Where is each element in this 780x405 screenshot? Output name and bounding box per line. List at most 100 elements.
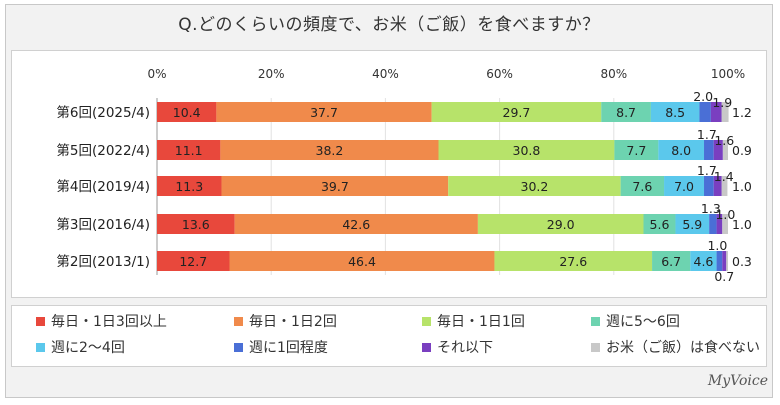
- data-label: 1.0: [715, 207, 735, 222]
- x-tick-label: 0%: [147, 67, 166, 81]
- bar-segment: [477, 214, 644, 234]
- bar-segment: [643, 214, 676, 234]
- legend-swatch: [422, 316, 431, 326]
- bar-segment: [658, 140, 705, 160]
- x-tick-label: 100%: [711, 67, 745, 81]
- x-tick-label: 80%: [600, 67, 627, 81]
- bar-segment: [448, 176, 621, 196]
- data-label: 29.7: [503, 105, 531, 120]
- data-label: 38.2: [316, 143, 344, 158]
- bar-segment: [221, 176, 449, 196]
- bar-segment: [721, 102, 729, 122]
- data-label: 4.6: [694, 254, 714, 269]
- data-label: 11.3: [175, 179, 203, 194]
- bar-segment: [664, 176, 705, 196]
- legend-item: 週に1回程度: [234, 337, 328, 357]
- data-label: 10.4: [173, 105, 201, 120]
- data-label: 7.0: [674, 179, 694, 194]
- legend-label: 毎日・1日2回: [249, 314, 337, 330]
- data-label: 2.0: [693, 89, 713, 104]
- legend-item: 毎日・1日3回以上: [36, 311, 167, 331]
- data-label: 1.0: [732, 217, 752, 232]
- bar-segment: [726, 251, 728, 271]
- data-label: 8.5: [665, 105, 685, 120]
- bar-segment: [601, 102, 651, 122]
- bar-segment: [716, 214, 723, 234]
- data-label: 7.7: [626, 143, 646, 158]
- data-label: 11.1: [175, 143, 203, 158]
- data-label: 46.4: [348, 254, 376, 269]
- legend-swatch: [36, 342, 45, 352]
- bar-segment: [157, 251, 230, 271]
- category-label: 第2回(2013/1): [56, 253, 150, 270]
- data-label: 5.9: [682, 217, 702, 232]
- bar-segment: [704, 140, 714, 160]
- bar-segment: [157, 102, 217, 122]
- bar-segment: [220, 140, 439, 160]
- data-label: 1.0: [732, 179, 752, 194]
- legend-swatch: [36, 316, 45, 326]
- data-label: 27.6: [559, 254, 587, 269]
- legend-label: お米（ご飯）は食べない: [606, 340, 760, 356]
- data-label: 1.6: [714, 133, 734, 148]
- data-label: 1.4: [714, 169, 734, 184]
- x-tick-label: 60%: [486, 67, 513, 81]
- legend-swatch: [234, 316, 243, 326]
- legend-item: 毎日・1日2回: [234, 311, 337, 331]
- bar-segment: [494, 251, 653, 271]
- bar-segment: [709, 214, 717, 234]
- legend-label: 週に5～6回: [606, 314, 680, 330]
- legend-label: 毎日・1日1回: [437, 314, 525, 330]
- chart-title: Q.どのくらいの頻度で、お米（ご飯）を食べますか？: [178, 15, 600, 35]
- legend-item: それ以下: [422, 337, 493, 357]
- bar-segment: [699, 102, 711, 122]
- data-label: 1.7: [697, 163, 717, 178]
- data-label: 12.7: [179, 254, 207, 269]
- legend-swatch: [591, 316, 600, 326]
- legend-swatch: [234, 342, 243, 352]
- bar-segment: [650, 102, 700, 122]
- bar-segment: [157, 176, 222, 196]
- bar-segment: [652, 251, 691, 271]
- bar-segment: [722, 140, 728, 160]
- data-label: 0.3: [732, 254, 752, 269]
- bar-segment: [713, 176, 722, 196]
- bar-segment: [431, 102, 602, 122]
- legend-label: 週に2～4回: [51, 340, 125, 356]
- x-tick-label: 40%: [372, 67, 399, 81]
- bar-segment: [614, 140, 659, 160]
- legend: [11, 305, 767, 367]
- bar-segment: [620, 176, 665, 196]
- legend-label: 毎日・1日3回以上: [51, 314, 167, 330]
- data-label: 1.0: [707, 238, 727, 253]
- legend-item: 毎日・1日1回: [422, 311, 525, 331]
- bar-segment: [710, 102, 722, 122]
- bar-segment: [675, 214, 710, 234]
- bar-segment: [722, 214, 728, 234]
- category-label: 第5回(2022/4): [56, 142, 150, 159]
- data-label: 1.9: [712, 95, 732, 110]
- legend-label: 週に1回程度: [249, 340, 328, 356]
- category-label: 第6回(2025/4): [56, 104, 150, 121]
- bar-segment: [157, 214, 235, 234]
- data-label: 42.6: [342, 217, 370, 232]
- brand-logo: MyVoice: [707, 373, 768, 389]
- bar-segment: [722, 251, 727, 271]
- data-label: 0.7: [714, 269, 734, 284]
- legend-item: 週に2～4回: [36, 337, 125, 357]
- data-label: 1.7: [697, 127, 717, 142]
- legend-item: お米（ご飯）は食べない: [591, 337, 760, 357]
- data-label: 37.7: [310, 105, 338, 120]
- data-label: 7.6: [632, 179, 652, 194]
- data-label: 1.3: [701, 201, 721, 216]
- bar-segment: [157, 140, 221, 160]
- bar-segment: [229, 251, 495, 271]
- data-label: 8.7: [616, 105, 636, 120]
- data-label: 5.6: [650, 217, 670, 232]
- x-tick-label: 20%: [258, 67, 285, 81]
- legend-label: それ以下: [437, 340, 493, 356]
- bar-segment: [216, 102, 432, 122]
- bar-segment: [721, 176, 728, 196]
- category-label: 第4回(2019/4): [56, 178, 150, 195]
